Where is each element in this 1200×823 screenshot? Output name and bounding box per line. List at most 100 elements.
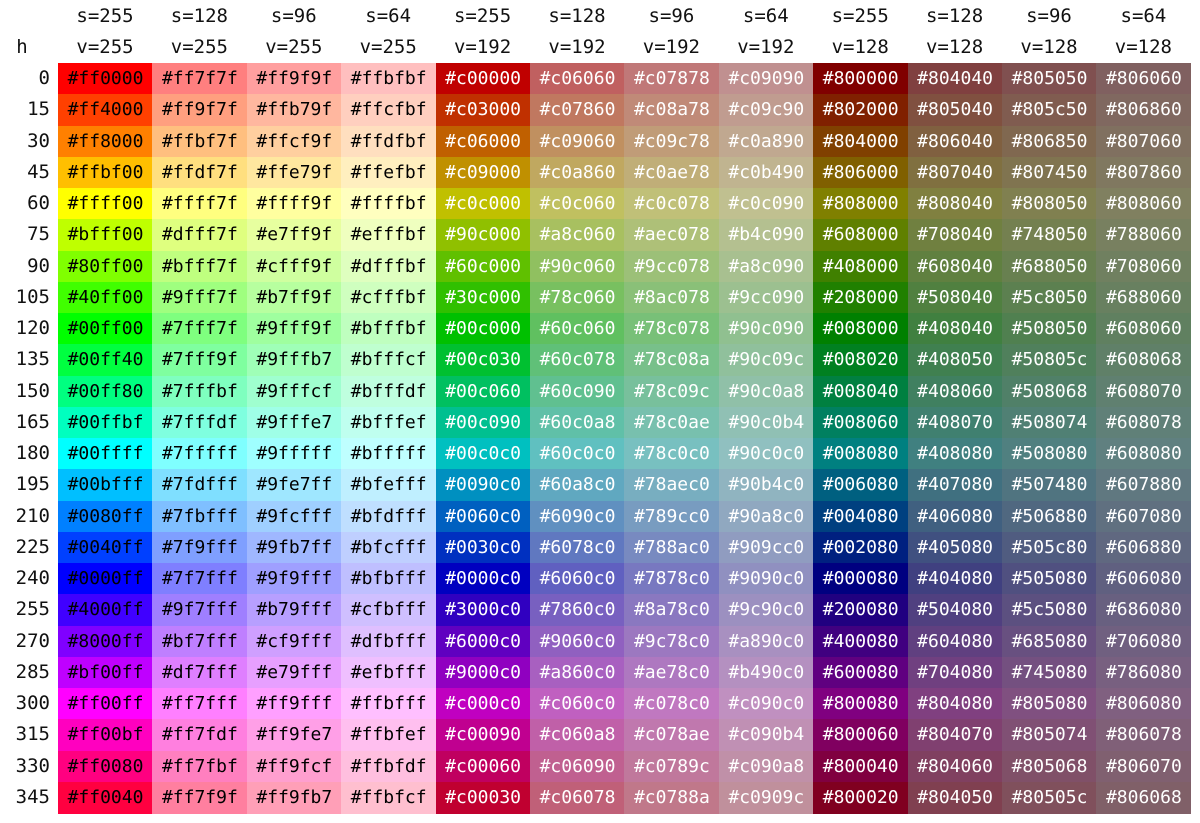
color-swatch: #00ff40 (58, 344, 153, 377)
hue-label: 165 (15, 410, 50, 433)
color-swatch: #00bfff (58, 469, 153, 502)
color-swatch: #c00090 (435, 719, 531, 752)
color-swatch: #78c060 (530, 281, 625, 314)
color-swatch: #805068 (1002, 750, 1097, 783)
color-swatch: #800000 (813, 63, 909, 95)
color-swatch: #b7ff9f (246, 281, 342, 314)
color-swatch: #90c000 (435, 219, 531, 252)
color-swatch: #408000 (813, 250, 909, 283)
color-swatch: #ff7f7f (152, 63, 248, 95)
color-swatch: #807450 (1002, 156, 1097, 189)
color-swatch: #78c0c0 (624, 438, 720, 470)
color-swatch: #dfff7f (152, 219, 248, 252)
color-swatch: #c06090 (530, 750, 625, 783)
color-swatch: #c0c000 (435, 188, 531, 220)
color-swatch: #60c000 (435, 250, 531, 283)
column-header-saturation: s=64 (742, 5, 789, 27)
hue-label: 315 (15, 723, 50, 746)
color-swatch: #708040 (907, 219, 1003, 252)
color-swatch: #bfbfff (341, 563, 437, 595)
color-swatch: #dfbfff (341, 625, 437, 658)
color-swatch: #606880 (1096, 531, 1192, 564)
color-swatch: #b4c090 (718, 219, 814, 252)
column-header-saturation: s=96 (270, 5, 317, 27)
color-swatch: #90c090 (718, 313, 814, 345)
color-swatch: #7860c0 (530, 594, 625, 627)
color-swatch: #6090c0 (530, 500, 625, 533)
color-swatch: #ff7fff (152, 688, 248, 720)
column-header-saturation: s=255 (76, 5, 134, 27)
color-swatch: #788060 (1096, 219, 1192, 252)
color-swatch: #90b4c0 (718, 469, 814, 502)
column-header-saturation: s=128 (548, 5, 606, 27)
color-swatch: #505080 (1002, 563, 1097, 595)
color-swatch: #c0789c (624, 750, 720, 783)
color-swatch: #7f7fff (152, 563, 248, 595)
color-swatch: #786080 (1096, 656, 1192, 689)
color-swatch: #9c78c0 (624, 625, 720, 658)
column-header-saturation: s=96 (1026, 5, 1072, 27)
color-swatch: #408080 (907, 438, 1003, 470)
color-swatch: #804080 (907, 688, 1003, 720)
color-swatch: #ff9f9f (246, 63, 342, 95)
color-swatch: #9fff9f (246, 313, 342, 345)
color-swatch: #008040 (813, 375, 909, 408)
column-header-value: v=255 (359, 36, 417, 58)
hue-label: 135 (15, 348, 50, 371)
color-swatch: #806060 (1096, 63, 1192, 95)
color-swatch: #c0c090 (718, 188, 814, 220)
color-swatch: #505c80 (1002, 531, 1097, 564)
color-swatch: #ffff9f (246, 188, 342, 220)
color-swatch: #bfffcf (341, 344, 437, 377)
color-swatch: #004080 (813, 500, 909, 533)
color-swatch: #cf9fff (246, 625, 342, 658)
color-swatch: #ffbfff (341, 688, 437, 720)
color-swatch: #cfffbf (341, 281, 437, 314)
color-swatch: #406080 (907, 500, 1003, 533)
color-swatch: #9c90c0 (718, 594, 814, 627)
color-swatch: #ff8000 (58, 125, 153, 158)
color-swatch: #c07878 (624, 63, 720, 95)
color-swatch: #508050 (1002, 313, 1097, 345)
column-header-value: v=192 (642, 36, 700, 58)
color-swatch: #90a8c0 (718, 500, 814, 533)
color-swatch: #00c0c0 (435, 438, 531, 470)
color-swatch: #788ac0 (624, 531, 720, 564)
color-swatch: #8000ff (58, 625, 153, 658)
color-swatch: #30c000 (435, 281, 531, 314)
color-swatch: #00ff80 (58, 375, 153, 408)
color-swatch: #60c0a8 (530, 406, 625, 439)
hue-label: 120 (15, 317, 50, 339)
color-swatch: #804060 (907, 750, 1003, 783)
color-swatch: #ffdfbf (341, 125, 437, 158)
hue-label: 60 (27, 192, 50, 214)
color-swatch: #508074 (1002, 406, 1097, 439)
column-header-saturation: s=255 (831, 5, 889, 27)
color-swatch: #90c0b4 (718, 406, 814, 439)
color-swatch: #686080 (1096, 594, 1192, 627)
hue-label: 225 (15, 535, 50, 558)
hue-label: 45 (27, 160, 50, 183)
color-swatch: #0080ff (58, 500, 153, 533)
column-header-value: v=128 (831, 36, 889, 58)
color-swatch: #9fe7ff (246, 469, 342, 502)
color-swatch: #c00060 (435, 750, 531, 783)
color-swatch: #ffffbf (341, 188, 437, 220)
hue-label: 330 (15, 754, 50, 777)
color-swatch: #ffff00 (58, 188, 153, 220)
color-swatch: #6000c0 (435, 625, 531, 658)
column-header-value: v=192 (737, 36, 795, 58)
color-swatch: #ffe79f (246, 156, 342, 189)
hue-label: 285 (15, 660, 50, 683)
color-swatch: #808000 (813, 188, 909, 220)
hue-label: 150 (15, 379, 50, 402)
hue-label: 195 (15, 473, 50, 496)
color-swatch: #ffbfbf (341, 63, 437, 95)
color-swatch: #c06078 (530, 781, 625, 814)
color-swatch: #c09c78 (624, 125, 720, 158)
color-swatch: #805040 (907, 94, 1003, 127)
column-header-saturation: s=255 (453, 5, 512, 27)
color-swatch: #90c060 (530, 250, 625, 283)
color-swatch: #c060c0 (530, 688, 625, 720)
color-swatch: #745080 (1002, 656, 1097, 689)
